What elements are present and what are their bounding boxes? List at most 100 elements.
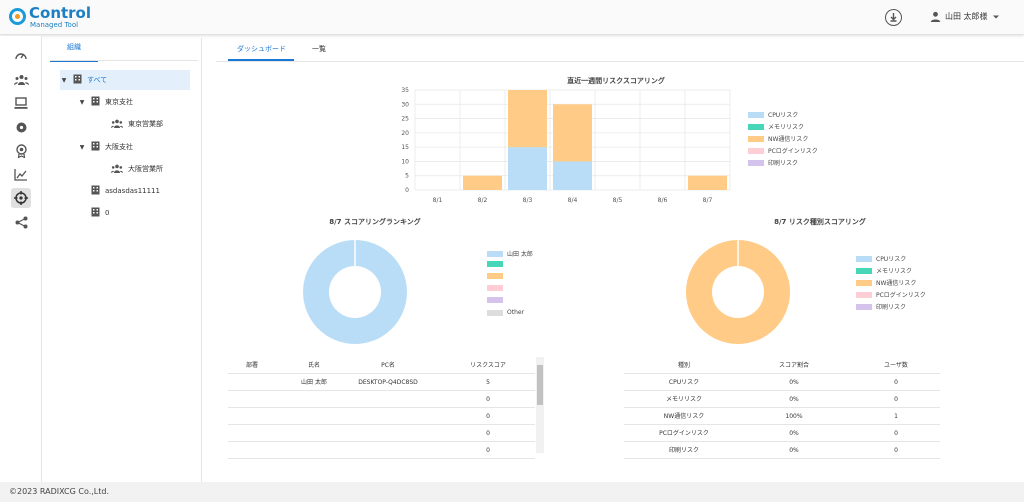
bar-segment [688,175,727,190]
app-header: Control Managed Tool 山田 太郎様 [0,0,1024,35]
tree-item[interactable]: asdasdas11111 [78,181,160,201]
caret-down-icon[interactable]: ▼ [61,76,67,84]
risk-type-donut-title: 8/7 リスク種別スコアリング [774,218,866,226]
caret-down-icon[interactable]: ▼ [79,143,85,151]
bar-segment [553,161,592,190]
share-icon[interactable] [11,212,31,232]
table-header-cell[interactable]: 氏名 [307,362,320,369]
table-cell: CPUリスク [668,379,700,386]
table-cell: PCログインリスク [659,430,709,437]
caret-down-icon[interactable]: ▼ [79,98,85,106]
tree-item[interactable]: 0 [78,203,109,223]
tree-item[interactable]: ▼ 大阪支社 [78,137,133,157]
legend-item[interactable] [487,273,507,279]
app-logo[interactable]: Control Managed Tool [9,5,129,30]
tab-list[interactable]: 一覧 [312,45,326,53]
legend-label: メモリリスク [876,268,913,275]
table-header-cell[interactable]: ユーザ数 [884,362,908,369]
table-row[interactable]: 0 [228,391,535,408]
legend-item[interactable]: PCログインリスク [748,146,818,155]
legend-item[interactable]: 印刷リスク [856,302,906,311]
tab-org[interactable]: 組織 [50,42,98,62]
legend-item[interactable]: NW通信リスク [856,278,916,287]
tab-active-indicator [228,59,294,61]
table-cell: 0 [894,430,898,437]
legend-item[interactable]: 山田 太郎 [487,249,533,258]
table-header-row: 部署 氏名 PC名 リスクスコア [228,357,535,374]
table-header-cell[interactable]: 種別 [677,362,690,369]
tree-item[interactable]: ▼ すべて [60,70,190,90]
y-tick-label: 0 [405,187,409,194]
risk-type-donut-chart [686,240,790,344]
tree-item-label: 東京営業部 [128,120,163,128]
group-icon [111,164,123,175]
legend-item[interactable] [487,297,507,303]
legend-label: メモリリスク [768,124,805,131]
legend-label: NW通信リスク [768,136,809,143]
user-menu[interactable]: 山田 太郎様 [930,11,1000,22]
table-header-cell[interactable]: リスクスコア [470,362,506,369]
table-row[interactable]: 0 [228,442,535,459]
badge-icon[interactable] [11,141,31,161]
y-tick-label: 15 [401,144,409,151]
legend-item[interactable]: PCログインリスク [856,290,926,299]
bar-segment [463,175,502,190]
tree-item[interactable]: ▼ 東京支社 [78,92,133,112]
legend-swatch [856,267,872,274]
crosshair-icon[interactable] [11,188,31,208]
ranking-donut-title: 8/7 スコアリングランキング [329,218,421,226]
legend-item[interactable] [487,285,507,291]
table-row[interactable]: NW通信リスク 100% 1 [624,408,940,425]
legend-item[interactable]: Other [487,309,524,316]
y-tick-label: 25 [401,116,409,123]
donut-slice [303,240,407,344]
tree-item[interactable]: 東京営業部 [106,114,163,134]
disc-icon[interactable] [11,117,31,137]
users-icon[interactable] [11,70,31,90]
legend-label: Other [507,309,525,316]
bar-segment [553,104,592,162]
table-header-cell[interactable]: 部署 [245,362,258,369]
tree-item[interactable]: 大阪営業所 [106,159,163,179]
table-row[interactable]: PCログインリスク 0% 0 [624,425,940,442]
legend-item[interactable]: CPUリスク [856,254,906,263]
legend-label: CPUリスク [768,112,799,119]
table-row[interactable]: 0 [228,425,535,442]
legend-item[interactable]: CPUリスク [748,110,798,119]
table-row[interactable]: 0 [228,408,535,425]
legend-label: NW通信リスク [876,280,917,287]
legend-swatch [487,297,503,303]
user-name: 山田 太郎様 [945,12,988,21]
table-cell: 印刷リスク [668,447,699,454]
tab-dashboard[interactable]: ダッシュボード [237,45,286,53]
table-cell: 0 [894,379,898,386]
table-row[interactable]: 印刷リスク 0% 0 [624,442,940,459]
table-cell: 1 [894,413,898,420]
legend-swatch [748,147,764,154]
download-icon[interactable] [885,9,902,26]
legend-item[interactable]: メモリリスク [856,266,912,275]
legend-swatch [487,261,503,267]
table-header-cell[interactable]: PC名 [381,362,395,369]
legend-item[interactable]: 印刷リスク [748,158,798,167]
legend-item[interactable]: メモリリスク [748,122,804,131]
legend-item[interactable]: NW通信リスク [748,134,808,143]
speedometer-icon[interactable] [11,46,31,66]
ranking-donut-chart [303,240,407,344]
group-icon [111,119,123,130]
computer-icon[interactable] [11,93,31,113]
left-nav [0,36,42,482]
table-row[interactable]: 山田 太郎 DESKTOP-Q4DC8SD 5 [228,374,535,391]
x-tick-label: 8/7 [703,197,713,204]
table-row[interactable]: CPUリスク 0% 0 [624,374,940,391]
ranking-table-scrollbar[interactable] [536,357,544,453]
legend-swatch [487,250,503,257]
table-header-cell[interactable]: スコア割合 [778,362,809,369]
table-row[interactable]: メモリリスク 0% 0 [624,391,940,408]
tree-item-label: 東京支社 [105,98,133,106]
chevron-down-icon [992,15,999,18]
scrollbar-thumb[interactable] [537,365,543,405]
chart-icon[interactable] [11,164,31,184]
legend-item[interactable] [487,261,507,267]
tree-item-label: 大阪支社 [105,143,133,151]
